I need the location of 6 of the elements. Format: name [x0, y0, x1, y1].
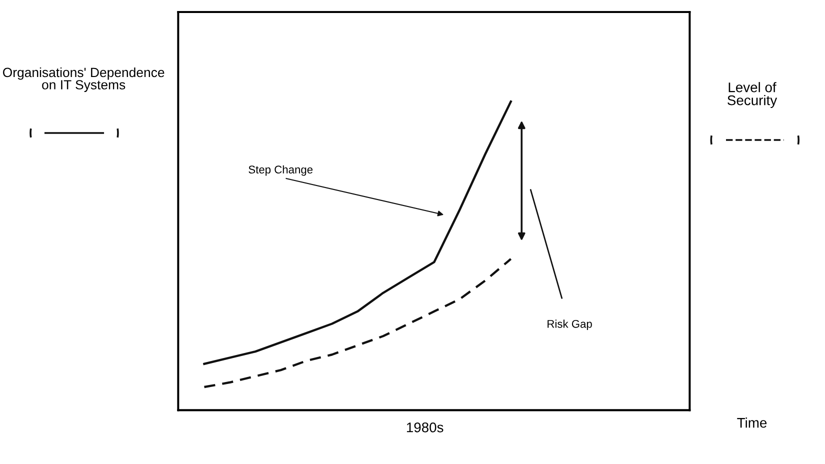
text: Level of Security [728, 82, 778, 108]
text: Time [737, 418, 767, 428]
y-axis-title: Organisations' Dependence on IT Systems [2, 67, 164, 92]
annotation: Step Change [248, 165, 313, 176]
text: 1980s [406, 422, 444, 432]
text: Risk Gap [548, 320, 592, 330]
